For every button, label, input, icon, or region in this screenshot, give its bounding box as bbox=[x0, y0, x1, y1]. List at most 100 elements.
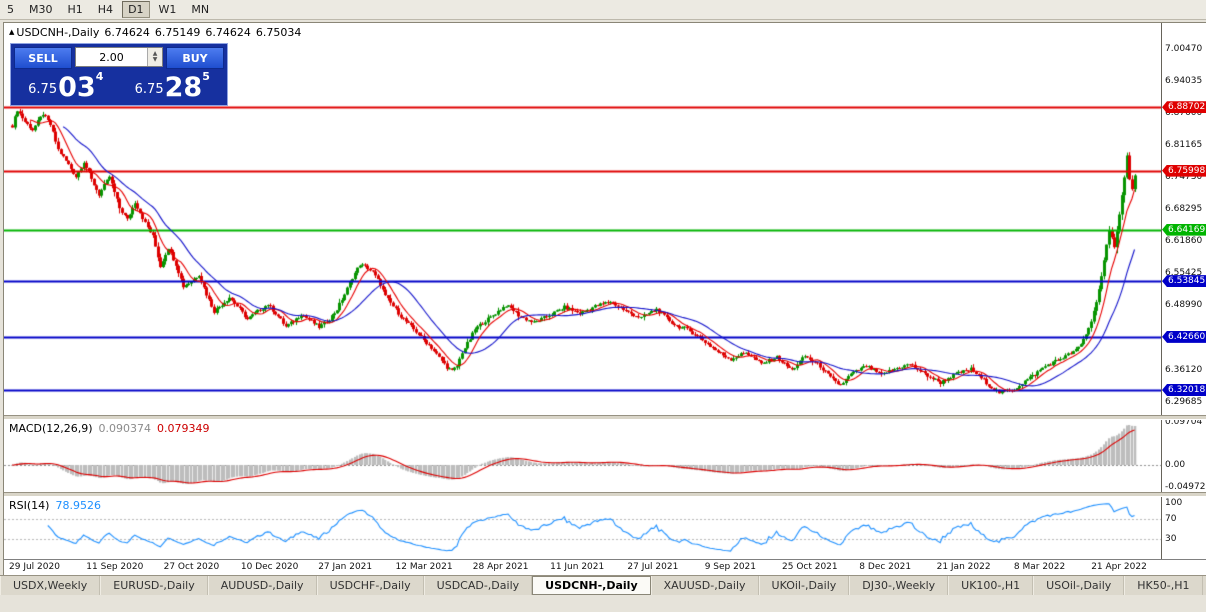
rsi-label: RSI(14) 78.9526 bbox=[9, 499, 101, 512]
macd-scale-label: 0.00 bbox=[1165, 460, 1186, 470]
timeframe-h4[interactable]: H4 bbox=[91, 1, 120, 18]
tab-xauusd-daily[interactable]: XAUUSD-,Daily bbox=[650, 576, 759, 595]
chart-tabs: USDX,Weekly EURUSD-,Daily AUDUSD-,Daily USD… bbox=[0, 575, 1206, 595]
price-line-badge: 6.75998 bbox=[1162, 164, 1206, 177]
date-label: 8 Mar 2022 bbox=[1013, 562, 1066, 572]
price-scale-label: 6.55425 bbox=[1165, 268, 1203, 279]
timeframe-h1[interactable]: H1 bbox=[61, 1, 89, 18]
tab-usoil-daily[interactable]: USOil-,Daily bbox=[1033, 576, 1125, 595]
sell-price-main: 6.75 bbox=[28, 82, 58, 97]
tab-hk50-h1[interactable]: HK50-,H1 bbox=[1124, 576, 1203, 595]
tab-usdcad-daily[interactable]: USDCAD-,Daily bbox=[423, 576, 533, 595]
rsi-scale-label: 100 bbox=[1165, 498, 1183, 508]
macd-scale-label: -0.04972 bbox=[1165, 482, 1206, 493]
macd-canvas[interactable] bbox=[4, 420, 1161, 492]
date-label: 28 Apr 2021 bbox=[472, 562, 529, 572]
chart-window: ▲ USDCNH-,Daily 6.74624 6.75149 6.74624 6.750… bbox=[3, 22, 1206, 575]
buy-price-sup: 5 bbox=[202, 70, 210, 83]
tab-audusd-daily[interactable]: AUDUSD-,Daily bbox=[207, 576, 317, 595]
price-scale-label: 6.68295 bbox=[1165, 204, 1203, 215]
volume-spinner[interactable]: ▲ ▼ bbox=[147, 48, 162, 66]
macd-value-signal: 0.079349 bbox=[157, 422, 210, 435]
time-axis[interactable]: 29 Jul 2020 11 Sep 2020 27 Oct 2020 10 Dec … bbox=[4, 560, 1206, 575]
buy-price[interactable]: 6.75 28 5 bbox=[120, 70, 224, 103]
macd-label: MACD(12,26,9) 0.090374 0.079349 bbox=[9, 422, 210, 435]
date-label: 11 Jun 2021 bbox=[550, 562, 605, 572]
volume-down-icon[interactable]: ▼ bbox=[152, 56, 158, 63]
price-scale-label: 6.48990 bbox=[1165, 300, 1203, 311]
date-label: 10 Dec 2020 bbox=[240, 562, 299, 572]
price-line-badge: 6.53845 bbox=[1162, 275, 1206, 288]
sell-price-big: 03 bbox=[58, 72, 96, 103]
rsi-name: RSI(14) bbox=[9, 499, 50, 512]
rsi-scale-label: 30 bbox=[1165, 534, 1177, 545]
date-label: 25 Oct 2021 bbox=[782, 562, 838, 572]
date-label: 21 Apr 2022 bbox=[1091, 562, 1147, 572]
rsi-panel: RSI(14) 78.9526 bbox=[4, 497, 1161, 559]
volume-input[interactable]: 2.00 ▲ ▼ bbox=[75, 47, 163, 67]
tab-eurusd-daily[interactable]: EURUSD-,Daily bbox=[100, 576, 208, 595]
date-label: 9 Sep 2021 bbox=[704, 562, 757, 572]
buy-button[interactable]: BUY bbox=[166, 47, 224, 69]
date-label: 27 Oct 2020 bbox=[163, 562, 220, 572]
ohlc-close: 6.75034 bbox=[255, 26, 302, 39]
ohlc-open: 6.74624 bbox=[104, 26, 150, 39]
price-scale-label: 6.61860 bbox=[1165, 236, 1203, 247]
price-line-badge: 6.42660 bbox=[1162, 330, 1206, 343]
price-scale-label: 6.29685 bbox=[1165, 396, 1203, 407]
price-line-badge: 6.32018 bbox=[1162, 383, 1206, 396]
volume-value[interactable]: 2.00 bbox=[99, 50, 124, 64]
tab-ukoil-daily[interactable]: UKOil-,Daily bbox=[758, 576, 850, 595]
tab-usdcnh-daily[interactable]: USDCNH-,Daily bbox=[532, 576, 651, 595]
macd-name: MACD(12,26,9) bbox=[9, 422, 93, 435]
timeframe-d1[interactable]: D1 bbox=[122, 1, 150, 18]
buy-price-main: 6.75 bbox=[134, 82, 164, 97]
panel-splitter[interactable] bbox=[4, 415, 1206, 420]
timeframe-mn[interactable]: MN bbox=[185, 1, 216, 18]
sell-price[interactable]: 6.75 03 4 bbox=[14, 70, 118, 102]
tab-usdx-weekly[interactable]: USDX,Weekly bbox=[0, 576, 101, 595]
symbol-info: ▲ USDCNH-,Daily 6.74624 6.75149 6.74624 6.750… bbox=[9, 26, 301, 39]
macd-scale-label: 0.09704 bbox=[1165, 417, 1203, 427]
price-line-badge: 6.88702 bbox=[1162, 101, 1206, 114]
price-scale-label: 6.81165 bbox=[1165, 139, 1203, 150]
panel-splitter[interactable] bbox=[4, 492, 1206, 497]
date-label: 21 Jan 2022 bbox=[936, 562, 991, 572]
timeframe-w1[interactable]: W1 bbox=[152, 1, 183, 18]
symbol-name: USDCNH-,Daily bbox=[16, 26, 100, 39]
macd-panel: MACD(12,26,9) 0.090374 0.079349 bbox=[4, 420, 1161, 492]
date-label: 12 Mar 2021 bbox=[395, 562, 453, 572]
one-click-trading-widget: SELL 2.00 ▲ ▼ BUY 6.75 03 4 6.75 28 5 bbox=[10, 43, 228, 106]
price-scale[interactable]: 7.004706.940356.876006.811656.747306.682… bbox=[1161, 23, 1206, 559]
ohlc-low: 6.74624 bbox=[205, 26, 251, 39]
tab-uk100-h1[interactable]: UK100-,H1 bbox=[948, 576, 1034, 595]
date-label: 8 Dec 2021 bbox=[859, 562, 912, 572]
tab-dj30-weekly[interactable]: DJ30-,Weekly bbox=[849, 576, 949, 595]
price-scale-label: 6.36120 bbox=[1165, 364, 1203, 375]
date-label: 27 Jul 2021 bbox=[627, 562, 679, 572]
macd-value-main: 0.090374 bbox=[98, 422, 152, 435]
rsi-canvas[interactable] bbox=[4, 497, 1161, 559]
axis-separator bbox=[4, 559, 1206, 560]
timeframe-toolbar: 5 M30 H1 H4 D1 W1 MN bbox=[0, 0, 1206, 20]
price-line-badge: 6.64169 bbox=[1162, 223, 1206, 236]
date-label: 11 Sep 2020 bbox=[86, 562, 144, 572]
date-label: 29 Jul 2020 bbox=[9, 562, 60, 572]
tab-usdchf-daily[interactable]: USDCHF-,Daily bbox=[316, 576, 424, 595]
status-strip bbox=[0, 594, 1206, 612]
timeframe-m30[interactable]: M30 bbox=[23, 1, 59, 18]
rsi-scale-label: 70 bbox=[1165, 513, 1177, 524]
price-scale-label: 6.74730 bbox=[1165, 171, 1203, 182]
date-label: 27 Jan 2021 bbox=[318, 562, 373, 572]
sell-price-sup: 4 bbox=[95, 70, 104, 83]
price-scale-label: 7.00470 bbox=[1165, 43, 1203, 54]
ohlc-high: 6.75149 bbox=[154, 26, 201, 39]
buy-price-big: 28 bbox=[164, 72, 203, 103]
volume-up-icon[interactable]: ▲ bbox=[152, 50, 158, 57]
price-scale-label: 6.94035 bbox=[1165, 75, 1203, 86]
collapse-arrow-icon[interactable]: ▲ bbox=[9, 28, 15, 36]
sell-button[interactable]: SELL bbox=[14, 47, 72, 69]
rsi-value: 78.9526 bbox=[55, 499, 101, 512]
timeframe-5[interactable]: 5 bbox=[1, 1, 20, 18]
